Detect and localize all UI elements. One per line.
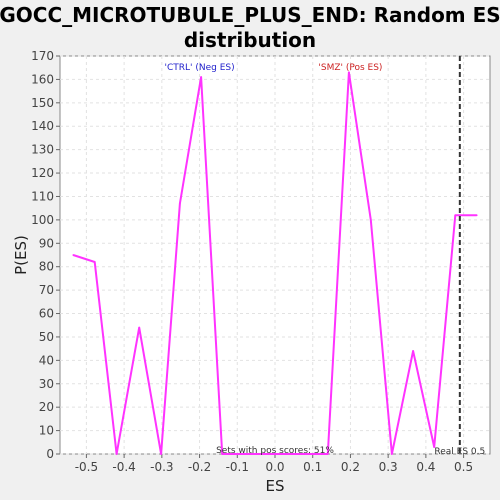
y-tick-label: 170 [31, 49, 54, 63]
data-point [475, 214, 478, 216]
data-point [454, 214, 457, 216]
data-point [200, 76, 202, 78]
y-tick-label: 110 [31, 189, 54, 203]
sets-pos-scores-label: Sets with pos scores: 51% [216, 446, 334, 456]
chart-title-line2: distribution [184, 28, 316, 52]
data-point [433, 446, 435, 448]
data-point [115, 453, 118, 455]
chart-title: GOCC_MICROTUBULE_PLUS_END: Random ES [0, 3, 500, 27]
data-point [412, 350, 414, 352]
x-tick-label: 0.5 [454, 460, 473, 474]
y-tick-label: 160 [31, 72, 54, 86]
x-axis-label: ES [266, 477, 285, 495]
data-point [370, 219, 372, 221]
y-tick-label: 70 [39, 283, 54, 297]
data-point [93, 261, 96, 263]
x-tick-label: -0.1 [226, 460, 249, 474]
x-tick-label: -0.3 [150, 460, 173, 474]
y-axis: 0 10 20 30 40 50 60 70 80 90 100 110 120 130 140 150 160… [31, 49, 60, 461]
x-tick-label: 0.3 [379, 460, 398, 474]
x-tick-label: 0.4 [416, 460, 435, 474]
y-tick-label: 40 [39, 353, 54, 367]
data-point [348, 71, 350, 74]
data-point [179, 202, 181, 205]
data-point [221, 453, 223, 455]
x-tick-label: -0.5 [75, 460, 98, 474]
series-lines [72, 71, 478, 455]
y-tick-label: 120 [31, 166, 54, 180]
real-es-label: Real ES 0.5 [434, 447, 485, 457]
y-tick-label: 10 [39, 424, 54, 438]
data-point [244, 453, 246, 455]
y-tick-label: 0 [46, 447, 54, 461]
x-tick-label: -0.4 [112, 460, 135, 474]
y-tick-label: 150 [31, 96, 54, 110]
y-tick-label: 30 [39, 377, 54, 391]
x-tick-label: 0.0 [265, 460, 284, 474]
x-tick-label: 0.2 [341, 460, 360, 474]
data-point [274, 453, 276, 455]
neg-es-label: 'CTRL' (Neg ES) [164, 63, 234, 73]
data-point [160, 453, 162, 455]
y-tick-label: 80 [39, 260, 54, 274]
y-tick-label: 90 [39, 236, 54, 250]
data-point [391, 453, 393, 455]
y-axis-label: P(ES) [12, 235, 30, 275]
y-tick-label: 130 [31, 143, 54, 157]
y-tick-label: 20 [39, 400, 54, 414]
gridlines [60, 55, 490, 455]
y-tick-label: 140 [31, 119, 54, 133]
data-point [304, 453, 306, 455]
x-tick-label: -0.2 [188, 460, 211, 474]
y-tick-label: 50 [39, 330, 54, 344]
x-tick-label: 0.1 [303, 460, 322, 474]
y-tick-label: 60 [39, 307, 54, 321]
data-point [72, 254, 75, 256]
x-axis: -0.5 -0.4 -0.3 -0.2 -0.1 0.0 0.1 0.2 0.3 0.4 0.5 [75, 454, 473, 474]
y-tick-label: 100 [31, 213, 54, 227]
data-point [138, 326, 141, 329]
data-point [327, 453, 329, 455]
pos-es-label: 'SMZ' (Pos ES) [318, 63, 382, 73]
